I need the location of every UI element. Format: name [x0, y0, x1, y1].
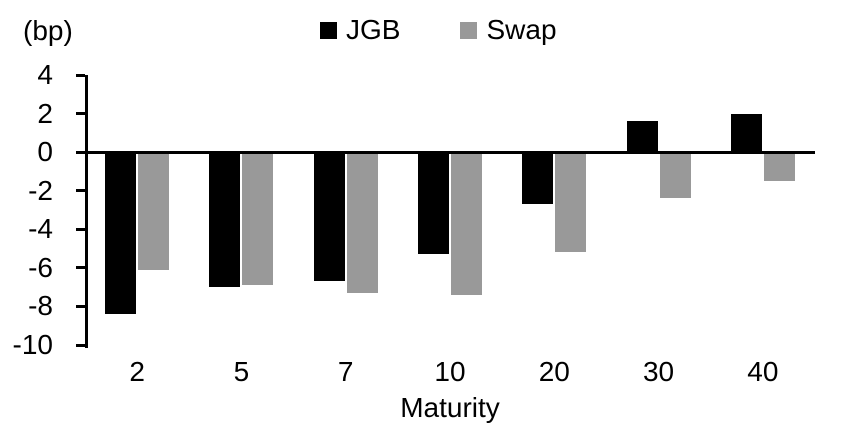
y-axis-unit-label: (bp) — [23, 15, 73, 46]
legend-swatch-jgb-icon — [320, 21, 337, 39]
x-tick-label: 10 — [434, 356, 466, 387]
legend-swatch-swap-icon — [460, 21, 478, 39]
x-tick-label: 5 — [233, 356, 250, 387]
x-tick-label: 7 — [337, 356, 354, 387]
y-tick-mark — [76, 343, 85, 347]
bar-jgb-10 — [418, 152, 449, 255]
y-tick-mark — [76, 304, 85, 308]
bar-swap-7 — [346, 152, 378, 293]
bar-swap-40 — [763, 152, 795, 182]
y-tick-label: -2 — [28, 174, 53, 206]
legend-item-jgb: JGB — [320, 14, 400, 46]
bar-jgb-20 — [522, 152, 554, 205]
legend: JGB Swap — [320, 12, 557, 48]
bar-jgb-40 — [730, 113, 762, 153]
y-tick-mark — [76, 112, 85, 116]
x-tick-label: 30 — [642, 356, 675, 387]
plot-area: Maturity 4 2 0 -2 -4 -6 -8 -10 2 5 7 10 20 30 40 — [13, 59, 815, 423]
x-tick-label: 20 — [538, 356, 570, 387]
bar-swap-10 — [451, 152, 482, 295]
y-tick-label: -8 — [28, 290, 53, 322]
y-tick-mark — [76, 73, 85, 77]
bar-swap-30 — [659, 152, 691, 199]
y-tick-mark — [76, 150, 85, 154]
bar-swap-20 — [555, 152, 587, 253]
x-tick-label: 40 — [747, 356, 779, 387]
y-tick-label: 0 — [37, 136, 53, 168]
legend-label: Swap — [486, 14, 557, 45]
legend-label: JGB — [346, 14, 401, 45]
bar-jgb-2 — [105, 152, 137, 315]
y-tick-mark — [76, 189, 85, 193]
y-tick-label: 2 — [37, 97, 53, 129]
bar-swap-2 — [138, 152, 170, 270]
bar-swap-5 — [242, 152, 274, 286]
x-axis-title: Maturity — [400, 392, 500, 423]
bar-jgb-7 — [313, 152, 345, 282]
zero-axis-line — [85, 150, 815, 154]
legend-item-swap: Swap — [460, 14, 557, 46]
y-tick-mark — [76, 227, 85, 231]
y-tick-label: 4 — [37, 59, 53, 90]
y-tick-mark — [76, 266, 85, 270]
y-tick-label: -4 — [28, 213, 53, 245]
y-axis-line — [85, 75, 88, 348]
y-tick-label: -10 — [12, 329, 53, 360]
y-tick-label: -6 — [28, 251, 53, 283]
bar-jgb-30 — [626, 121, 658, 153]
x-tick-label: 2 — [129, 356, 145, 387]
bar-jgb-5 — [209, 152, 241, 288]
